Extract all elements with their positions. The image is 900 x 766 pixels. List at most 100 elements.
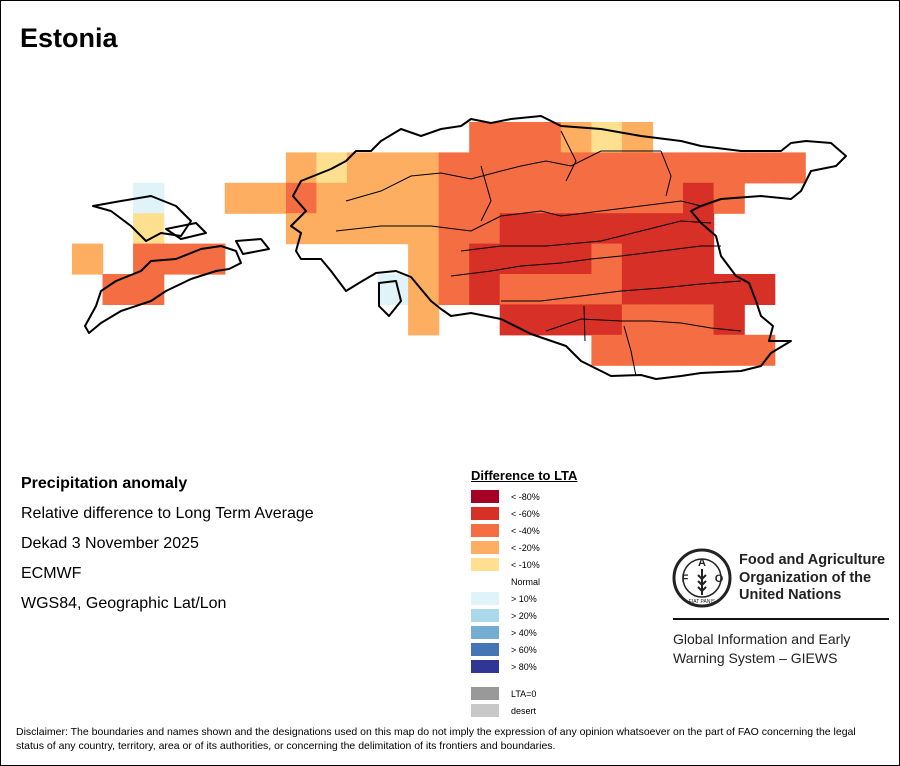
- grid-cell: [560, 182, 592, 214]
- legend-label: > 20%: [511, 610, 537, 621]
- grid-cell: [683, 213, 715, 245]
- grid-cell: [377, 274, 409, 305]
- grid-cell: [133, 243, 165, 275]
- grid-cell: [438, 182, 470, 214]
- legend-swatch: [471, 626, 499, 639]
- legend-item: > 80%: [471, 658, 577, 675]
- grid-cell: [285, 182, 318, 214]
- disclaimer: Disclaimer: The boundaries and names sho…: [16, 726, 856, 752]
- legend-label: < -40%: [511, 525, 540, 536]
- grid-cell: [683, 243, 715, 275]
- svg-text:F: F: [682, 573, 689, 585]
- grid-cell: [408, 152, 440, 184]
- grid-cell: [744, 152, 776, 184]
- legend-label: LTA=0: [511, 688, 537, 699]
- grid-cell: [591, 122, 623, 153]
- grid-cell: [499, 243, 531, 275]
- legend-label: Normal: [511, 576, 541, 587]
- grid-cell: [591, 243, 623, 275]
- grid-cell: [499, 122, 531, 153]
- legend-item: < -80%: [471, 488, 577, 505]
- grid-cell: [683, 334, 715, 366]
- legend-item: Normal: [471, 573, 577, 590]
- grid-cell: [499, 274, 531, 305]
- grid-cell: [377, 182, 409, 214]
- grid-cell: [652, 213, 684, 245]
- fao-name-line: United Nations: [739, 587, 842, 603]
- grid-cell: [713, 334, 745, 366]
- grid-cell: [530, 243, 562, 275]
- legend-item: < -40%: [471, 522, 577, 539]
- legend-swatch: [471, 592, 499, 605]
- grid-cell: [744, 334, 776, 366]
- svg-text:FIAT PANIS: FIAT PANIS: [689, 599, 716, 605]
- legend-swatch: [471, 524, 499, 537]
- legend-swatch: [471, 575, 499, 588]
- legend-item: LTA=0: [471, 685, 577, 702]
- grid-cell: [621, 182, 654, 214]
- legend-swatch: [471, 609, 499, 622]
- legend-item: > 40%: [471, 624, 577, 641]
- info-description: Relative difference to Long Term Average: [21, 505, 314, 522]
- saaremaa-outline: [84, 245, 242, 334]
- grid-cell: [530, 182, 562, 214]
- legend-label: < -60%: [511, 508, 540, 519]
- fao-name: Food and Agriculture Organization of the…: [739, 552, 885, 605]
- grid-cell: [591, 334, 623, 366]
- grid-cell: [621, 304, 654, 336]
- grid-cell: [530, 304, 562, 336]
- giews-line: Warning System – GIEWS: [673, 650, 838, 666]
- grid-cell: [346, 213, 379, 245]
- hiiumaa-outline: [92, 195, 192, 242]
- legend-swatch: [471, 643, 499, 656]
- legend-swatch: [471, 507, 499, 520]
- legend-item: < -20%: [471, 539, 577, 556]
- legend-label: > 80%: [511, 661, 537, 672]
- legend-label: > 10%: [511, 593, 537, 604]
- legend-swatch: [471, 704, 499, 717]
- grid-cell: [683, 182, 715, 214]
- grid-cell: [713, 152, 745, 184]
- legend-swatch: [471, 541, 499, 554]
- grid-cell: [438, 243, 470, 275]
- legend-label: > 40%: [511, 627, 537, 638]
- muhu-outline: [235, 238, 270, 255]
- grid-cell: [408, 182, 440, 214]
- grid-cell: [438, 152, 470, 184]
- grid-cell: [377, 152, 409, 184]
- grid-cell: [346, 182, 379, 214]
- grid-cell: [591, 274, 623, 305]
- svg-text:A: A: [698, 557, 706, 569]
- info-period: Dekad 3 November 2025: [21, 535, 199, 552]
- legend-item: > 60%: [471, 641, 577, 658]
- fao-name-line: Organization of the: [739, 569, 872, 586]
- legend-swatch: [471, 558, 499, 571]
- fao-logo-block: A F O FIAT PANIS Food and Agriculture Or…: [671, 547, 889, 666]
- legend-swatch: [471, 490, 499, 503]
- legend-item: > 20%: [471, 607, 577, 624]
- legend-item: > 10%: [471, 590, 577, 607]
- legend: Difference to LTA < -80% < -60% < -40% < -2…: [471, 468, 577, 719]
- grid-cell: [408, 243, 440, 275]
- grid-cell: [530, 213, 562, 245]
- grid-cell: [346, 152, 379, 184]
- grid-cell: [469, 274, 501, 305]
- info-source: ECMWF: [21, 565, 82, 582]
- grid-cell: [683, 274, 715, 305]
- legend-label: < -10%: [511, 559, 540, 570]
- legend-item: desert: [471, 702, 577, 719]
- legend-label: > 60%: [511, 644, 537, 655]
- grid-cell: [683, 304, 715, 336]
- svg-text:O: O: [715, 573, 724, 585]
- grid-cell: [438, 274, 470, 305]
- legend-label: < -20%: [511, 542, 540, 553]
- grid-cell: [133, 274, 165, 305]
- grid-cell: [72, 243, 104, 275]
- info-heading: Precipitation anomaly: [21, 475, 188, 492]
- grid-cell: [621, 334, 654, 366]
- grid-cell: [560, 304, 592, 336]
- legend-swatch: [471, 687, 499, 700]
- grid-cell: [591, 152, 623, 184]
- legend-swatch: [471, 660, 499, 673]
